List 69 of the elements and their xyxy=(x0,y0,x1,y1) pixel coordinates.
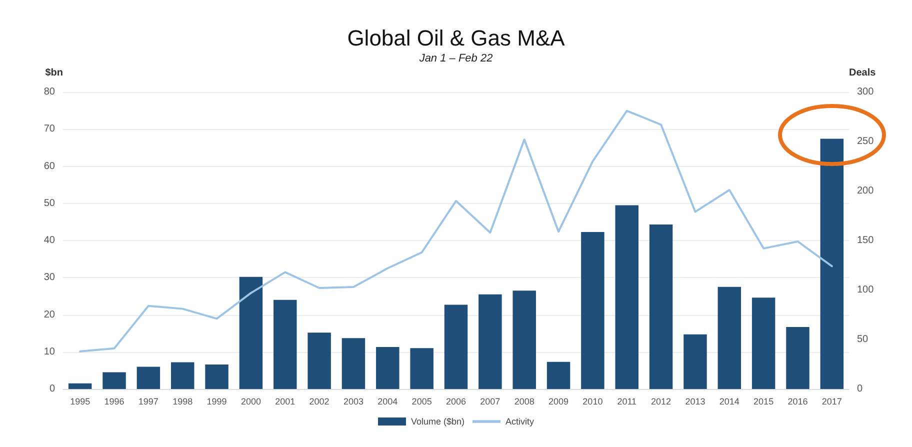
bar xyxy=(68,383,92,389)
bar xyxy=(376,347,400,389)
legend-label: Activity xyxy=(506,416,535,426)
x-tick-label: 2002 xyxy=(309,396,330,406)
x-tick-label: 2007 xyxy=(480,396,500,406)
x-tick-label: 2001 xyxy=(275,396,296,406)
bar xyxy=(410,348,434,389)
bar xyxy=(512,290,536,389)
x-tick-label: 1996 xyxy=(104,396,124,406)
bar xyxy=(170,362,194,389)
line-series xyxy=(79,110,833,352)
bar xyxy=(615,205,638,389)
y-axis-title: $bn xyxy=(45,68,63,78)
bar xyxy=(820,138,844,389)
y2-tick-label: 0 xyxy=(857,384,863,394)
bar xyxy=(649,224,673,389)
x-tick-label: 2005 xyxy=(412,396,432,406)
bar xyxy=(342,338,366,389)
x-tick-label: 2006 xyxy=(446,396,466,406)
bar xyxy=(786,327,810,389)
y-tick-label: 20 xyxy=(44,309,56,320)
y2-tick-label: 150 xyxy=(857,235,874,246)
y-tick-label: 0 xyxy=(49,384,56,394)
y2-tick-label: 300 xyxy=(857,86,874,98)
x-tick-label: 2008 xyxy=(514,396,534,406)
x-tick-label: 2017 xyxy=(822,396,842,406)
y-tick-label: 70 xyxy=(44,124,56,135)
y2-axis-title: Deals xyxy=(849,68,876,78)
y-tick-label: 50 xyxy=(44,198,56,209)
bar xyxy=(274,300,297,389)
x-tick-label: 2004 xyxy=(378,396,398,406)
x-tick-label: 2012 xyxy=(651,396,672,406)
bar xyxy=(752,298,776,389)
x-tick-label: 1998 xyxy=(172,396,193,406)
bar xyxy=(546,362,570,389)
y2-tick-label: 100 xyxy=(857,284,874,296)
x-tick-label: 2015 xyxy=(754,396,774,406)
y2-tick-label: 200 xyxy=(857,186,874,196)
bar xyxy=(102,372,126,389)
y-tick-label: 80 xyxy=(44,86,56,98)
bar xyxy=(308,332,331,389)
x-tick-label: 2003 xyxy=(343,396,364,406)
x-tick-label: 1999 xyxy=(206,396,227,406)
y-tick-label: 60 xyxy=(44,160,56,172)
bar xyxy=(581,232,604,389)
x-tick-label: 1995 xyxy=(70,396,90,406)
y2-tick-label: 50 xyxy=(857,334,869,345)
y2-tick-label: 250 xyxy=(857,136,874,147)
bar xyxy=(444,304,468,389)
x-tick-label: 2009 xyxy=(548,396,569,406)
bar xyxy=(205,364,228,389)
bar xyxy=(718,286,742,389)
x-tick-label: 2011 xyxy=(617,396,637,406)
y-tick-label: 30 xyxy=(44,272,56,284)
x-tick-label: 2016 xyxy=(788,396,808,406)
legend-label: Volume ($bn) xyxy=(410,416,465,426)
x-tick-label: 1997 xyxy=(138,396,158,406)
y-tick-label: 10 xyxy=(44,346,56,358)
chart-title: Global Oil & Gas M&A xyxy=(347,26,566,50)
x-tick-label: 2014 xyxy=(719,396,740,406)
x-tick-label: 2000 xyxy=(240,396,261,406)
bar xyxy=(684,334,707,389)
y-tick-label: 40 xyxy=(44,235,56,246)
x-tick-label: 2013 xyxy=(685,396,706,406)
bar xyxy=(239,276,263,389)
x-tick-label: 2010 xyxy=(582,396,603,406)
bar xyxy=(478,294,502,389)
bar xyxy=(136,366,160,389)
chart-subtitle: Jan 1 – Feb 22 xyxy=(418,52,493,64)
